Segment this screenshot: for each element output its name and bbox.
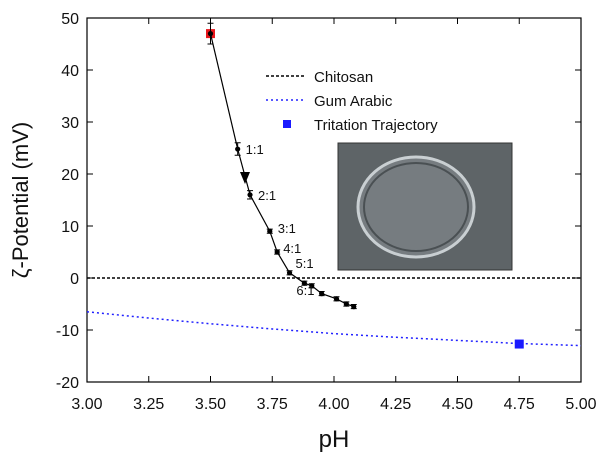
- point: [309, 283, 315, 289]
- x-tick-label: 3.25: [133, 396, 164, 413]
- ratio-label: 3:1: [278, 221, 296, 236]
- point: [274, 249, 280, 255]
- y-tick-label: 50: [61, 11, 79, 28]
- point: [247, 192, 253, 198]
- legend-swatch: [283, 120, 291, 128]
- point: [319, 291, 325, 297]
- y-tick-label: -20: [56, 375, 79, 392]
- point: [301, 280, 307, 286]
- point: [351, 304, 357, 310]
- y-tick-label: 20: [61, 167, 79, 184]
- x-tick-label: 3.00: [71, 396, 102, 413]
- series-line: [86, 311, 582, 347]
- y-tick-label: -10: [56, 323, 79, 340]
- ratio-label: 2:1: [258, 188, 276, 203]
- ratio-label: 5:1: [296, 256, 314, 271]
- x-axis-title: pH: [319, 426, 350, 453]
- x-tick-label: 5.00: [565, 396, 596, 413]
- point: [267, 228, 273, 234]
- legend-label: Chitosan: [314, 69, 373, 86]
- x-tick-label: 4.25: [380, 396, 411, 413]
- legend-label: Tritation Trajectory: [314, 117, 438, 134]
- ratio-label: 1:1: [246, 142, 264, 157]
- x-tick-label: 4.75: [504, 396, 535, 413]
- point: [286, 270, 293, 276]
- point: [207, 30, 214, 37]
- x-tick-label: 4.50: [442, 396, 473, 413]
- inset-droplet-edge: [363, 162, 469, 252]
- point: [235, 146, 241, 152]
- y-axis-title: ζ-Potential (mV): [8, 122, 33, 278]
- y-tick-label: 40: [61, 63, 79, 80]
- y-tick-label: 30: [61, 115, 79, 132]
- x-tick-label: 3.50: [195, 396, 226, 413]
- point: [333, 296, 340, 302]
- marker: [514, 339, 524, 349]
- ratio-label: 4:1: [283, 241, 301, 256]
- y-tick-label: 0: [70, 271, 79, 288]
- x-tick-label: 3.75: [257, 396, 288, 413]
- point: [343, 301, 349, 307]
- x-tick-label: 4.00: [318, 396, 349, 413]
- legend-label: Gum Arabic: [314, 93, 393, 110]
- ratio-label: 6:1: [296, 283, 314, 298]
- y-tick-label: 10: [61, 219, 79, 236]
- inset-droplet: [356, 155, 476, 259]
